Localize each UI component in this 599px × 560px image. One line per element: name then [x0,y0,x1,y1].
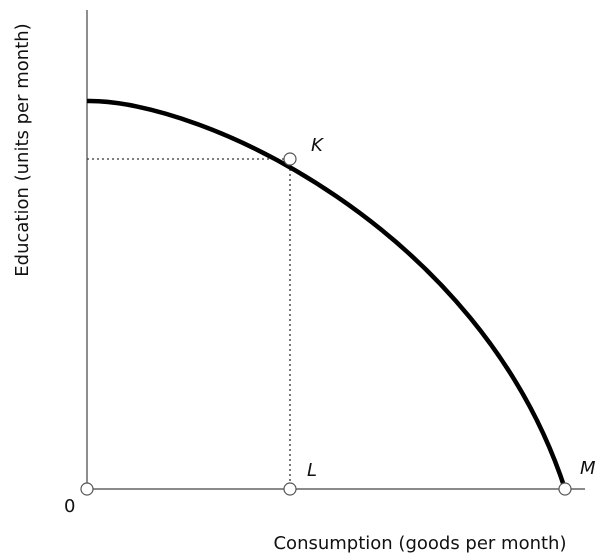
point-label: L [307,460,317,481]
point [558,482,572,496]
origin-label: 0 [64,496,75,517]
y-axis-label: Education (units per month) [12,23,33,276]
frontier-curve [86,98,568,490]
point [283,152,297,166]
point-label: M [580,458,596,479]
point-label: K [311,135,324,156]
x-axis-label: Consumption (goods per month) [273,533,566,554]
point [283,482,297,496]
point [80,482,94,496]
